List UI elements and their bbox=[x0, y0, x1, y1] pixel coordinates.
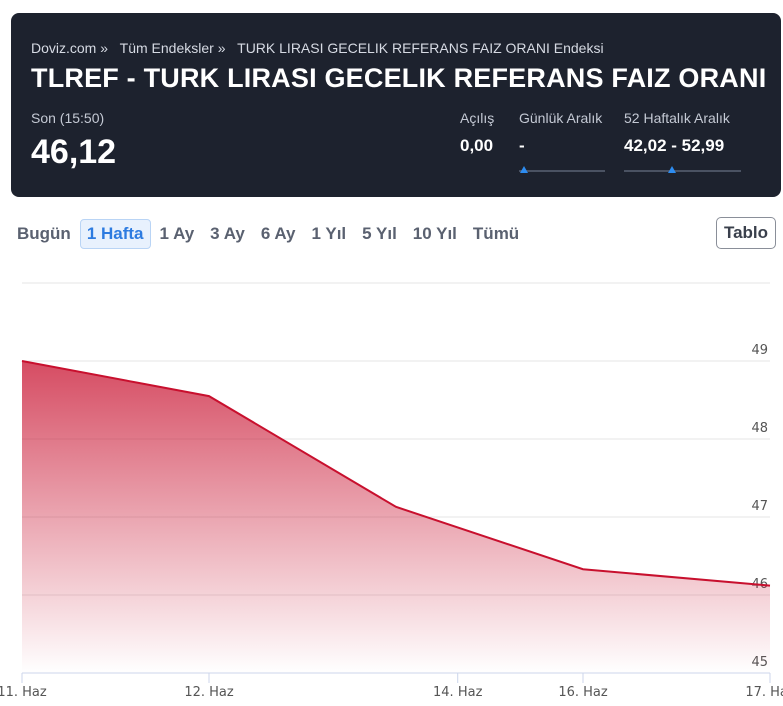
stat: Günlük Aralık - bbox=[519, 110, 602, 156]
breadcrumb[interactable]: Tüm Endeksler » bbox=[119, 40, 226, 56]
range-bar bbox=[624, 170, 741, 172]
last-label: Son (15:50) bbox=[31, 110, 105, 126]
period-tab[interactable]: 10 Yıl bbox=[412, 224, 457, 243]
stat-value: 0,00 bbox=[460, 136, 494, 155]
y-tick-label: 48 bbox=[751, 421, 768, 436]
last-value: 46,12 bbox=[31, 133, 117, 171]
breadcrumb: TURK LIRASI GECELIK REFERANS FAIZ ORANI … bbox=[237, 40, 604, 56]
stat-label: Açılış bbox=[460, 110, 495, 126]
x-tick-label: 14. Haz bbox=[433, 685, 483, 700]
period-tab[interactable]: Tümü bbox=[472, 224, 520, 243]
line bbox=[21, 360, 771, 587]
y-tick-label: 47 bbox=[751, 499, 768, 514]
period-tab[interactable]: 3 Ay bbox=[210, 224, 245, 243]
x-tick-label: 11. Haz bbox=[0, 685, 47, 700]
range-marker bbox=[668, 166, 676, 173]
period-tabs: Bugün 1 Hafta 1 Ay 3 Ay 6 Ay 1 Yıl 5 Yıl 10 Yıl… bbox=[10, 219, 528, 249]
period-tab[interactable]: 1 Hafta bbox=[79, 219, 151, 249]
stat-label: 52 Haftalık Aralık bbox=[624, 110, 730, 126]
range-bar bbox=[519, 170, 605, 172]
breadcrumb[interactable]: Doviz.com » bbox=[31, 40, 109, 56]
stat-value: - bbox=[519, 136, 525, 155]
stat: Açılış 0,00 bbox=[460, 110, 494, 156]
period-tab[interactable]: 5 Yıl bbox=[362, 224, 397, 243]
stat-label: Günlük Aralık bbox=[519, 110, 603, 126]
period-tab[interactable]: Bugün bbox=[17, 224, 71, 243]
x-tick-label: 17. Haz bbox=[745, 685, 783, 700]
stat: 52 Haftalık Aralık 42,02 - 52,99 bbox=[624, 110, 730, 156]
x-tick-label: 12. Haz bbox=[184, 685, 234, 700]
period-tab[interactable]: 1 Ay bbox=[159, 224, 195, 243]
breadcrumbs: Doviz.com » Tüm Endeksler » TURK LIRASI … bbox=[31, 40, 612, 56]
table-button[interactable]: Tablo bbox=[716, 217, 776, 249]
range-marker bbox=[520, 166, 528, 173]
y-tick-label: 49 bbox=[751, 343, 768, 358]
title: TLREF - TURK LIRASI GECELIK REFERANS FAI… bbox=[31, 63, 767, 93]
area bbox=[22, 361, 770, 673]
period-tab[interactable]: 6 Ay bbox=[260, 224, 296, 243]
quote-header: Doviz.com » Tüm Endeksler » TURK LIRASI … bbox=[11, 13, 781, 197]
stat-value: 42,02 - 52,99 bbox=[624, 136, 725, 155]
x-tick-label: 16. Haz bbox=[558, 685, 608, 700]
period-tab[interactable]: 1 Yıl bbox=[311, 224, 347, 243]
